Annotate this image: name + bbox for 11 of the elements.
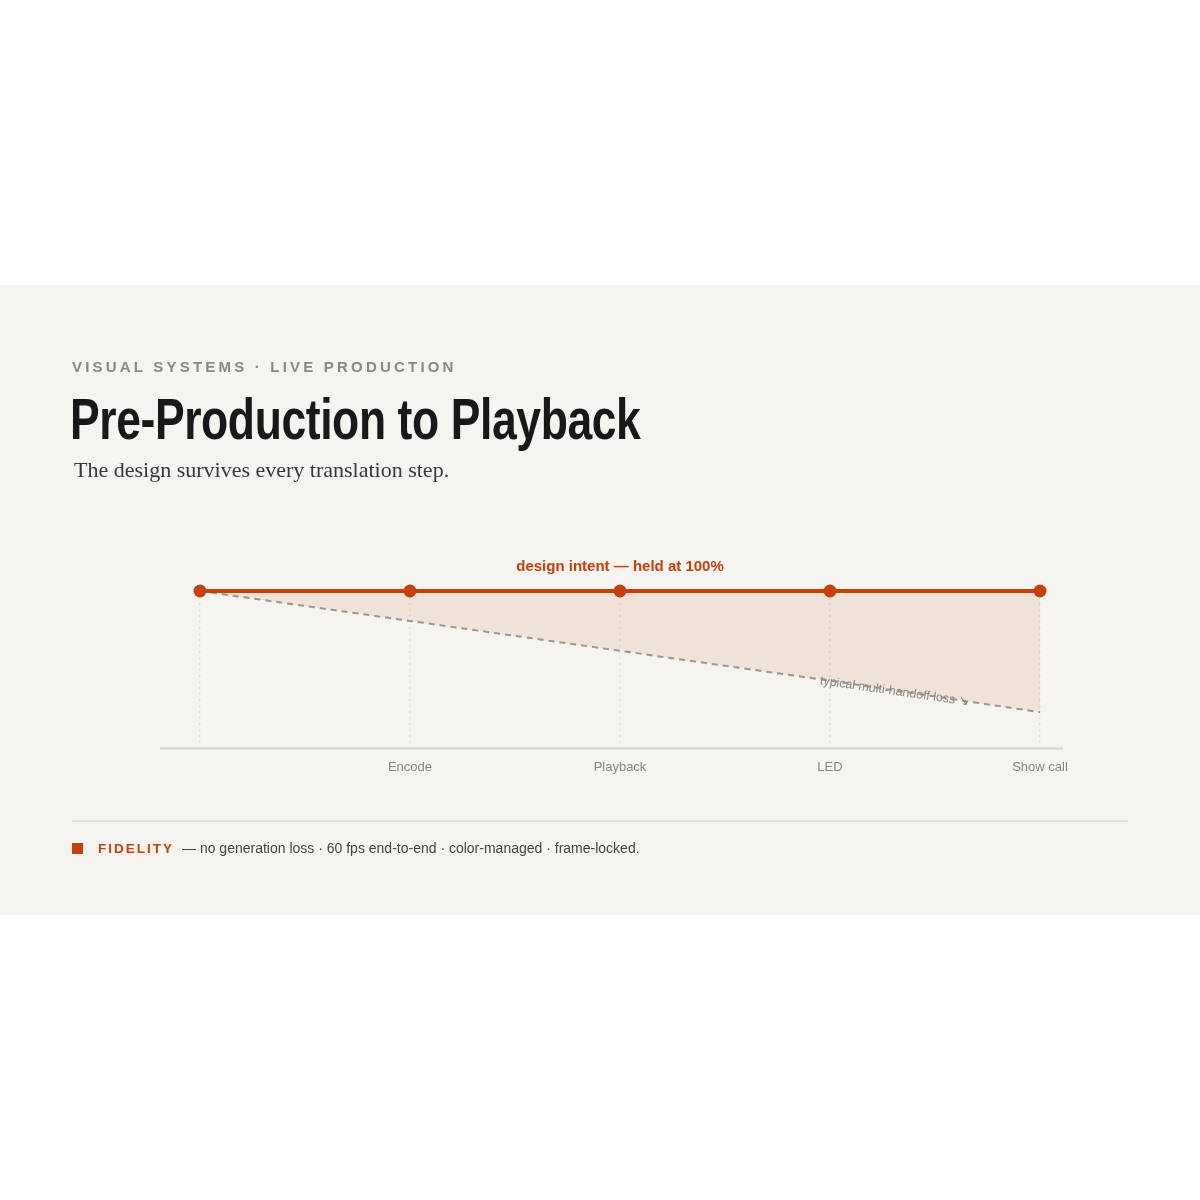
chart-subtitle: The design survives every translation step. [74, 457, 450, 483]
x-tick-label: LED [817, 758, 843, 774]
x-tick-label: Show call [1012, 758, 1068, 774]
annotation: typical multi-handoff loss ↘ [819, 673, 971, 709]
chart-title: Pre-Production to Playback [70, 386, 641, 452]
x-tick-label: Encode [387, 758, 433, 774]
annotation: design intent — held at 100% [516, 557, 724, 575]
text: — no generation loss · 60 fps end-to-end · color-managed · frame-locked. [182, 840, 640, 857]
x-tick-label: Playback [593, 758, 647, 774]
text: VISUAL SYSTEMS · LIVE PRODUCTION [72, 358, 457, 375]
legend-label: FIDELITY [98, 840, 174, 857]
